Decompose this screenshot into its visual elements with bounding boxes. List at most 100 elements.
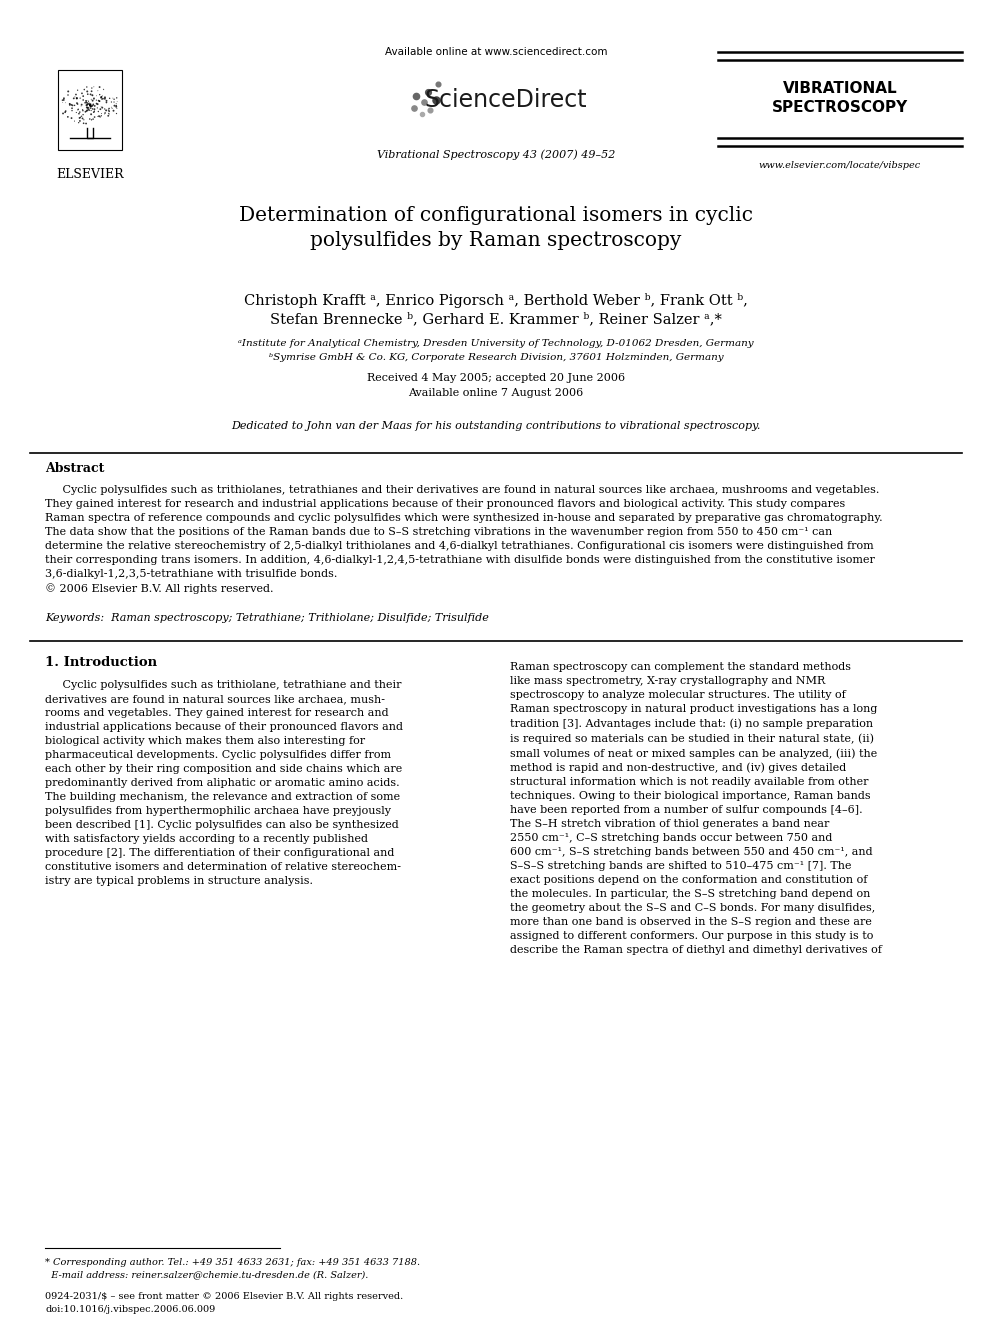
Point (91, 90, 107, 111)
Point (85, 95, 101, 116)
Text: Christoph Krafft ᵃ, Enrico Pigorsch ᵃ, Berthold Weber ᵇ, Frank Ott ᵇ,: Christoph Krafft ᵃ, Enrico Pigorsch ᵃ, B… (244, 292, 748, 307)
Point (80, 91, 96, 112)
Point (93, 86, 109, 107)
Point (84, 90, 100, 111)
Point (56, 103, 71, 124)
Point (80, 90, 96, 111)
Point (79, 94, 95, 115)
Point (108, 93, 124, 114)
Point (94, 89, 110, 110)
Text: Raman spectroscopy can complement the standard methods
like mass spectrometry, X: Raman spectroscopy can complement the st… (510, 662, 882, 955)
Point (60, 106, 75, 127)
Point (74, 83, 90, 105)
Point (75, 112, 91, 134)
Text: ᵇSymrise GmbH & Co. KG, Corporate Research Division, 37601 Holzminden, Germany: ᵇSymrise GmbH & Co. KG, Corporate Resear… (269, 353, 723, 363)
Point (92, 99, 108, 120)
Point (68, 87, 84, 108)
Point (72, 87, 88, 108)
Point (84, 85, 100, 106)
Point (62, 94, 77, 115)
Point (83, 103, 99, 124)
Point (108, 97, 124, 118)
Point (79, 99, 95, 120)
Point (94, 97, 110, 118)
Point (84, 98, 100, 119)
Text: ᵃInstitute for Analytical Chemistry, Dresden University of Technology, D-01062 D: ᵃInstitute for Analytical Chemistry, Dre… (238, 340, 754, 348)
Point (55, 90, 70, 111)
Point (84, 78, 100, 99)
Point (55, 91, 70, 112)
Point (86, 87, 102, 108)
Point (106, 95, 122, 116)
Point (73, 95, 89, 116)
Point (82, 94, 98, 115)
Point (83, 95, 99, 116)
Point (62, 95, 77, 116)
Point (81, 108, 97, 130)
Point (101, 98, 117, 119)
Point (97, 87, 113, 108)
Point (85, 108, 101, 130)
Point (82, 95, 98, 116)
Point (81, 99, 97, 120)
Point (96, 79, 112, 101)
Point (71, 103, 87, 124)
Point (82, 98, 98, 119)
Point (70, 99, 86, 120)
Point (89, 98, 105, 119)
Point (82, 94, 98, 115)
Point (88, 90, 104, 111)
Point (93, 87, 109, 108)
Point (61, 81, 76, 102)
Point (78, 94, 94, 115)
Point (86, 102, 102, 123)
Point (100, 99, 116, 120)
Point (68, 83, 84, 105)
Point (79, 97, 95, 118)
Point (78, 101, 94, 122)
Point (81, 94, 97, 115)
Point (109, 87, 125, 108)
Point (88, 85, 104, 106)
Point (90, 90, 106, 111)
Point (80, 97, 96, 118)
Point (79, 81, 95, 102)
Text: Determination of configurational isomers in cyclic
polysulfides by Raman spectro: Determination of configurational isomers… (239, 205, 753, 250)
Point (94, 85, 110, 106)
Point (92, 106, 108, 127)
Point (108, 103, 124, 124)
Point (69, 79, 85, 101)
Text: Abstract: Abstract (45, 463, 104, 475)
Point (63, 94, 79, 115)
Point (83, 89, 99, 110)
Point (68, 102, 84, 123)
Point (93, 105, 109, 126)
Point (102, 87, 118, 108)
Point (91, 77, 107, 98)
Point (80, 98, 96, 119)
Point (82, 95, 98, 116)
Point (68, 87, 84, 108)
Text: www.elsevier.com/locate/vibspec: www.elsevier.com/locate/vibspec (759, 160, 922, 169)
Point (82, 95, 98, 116)
Point (95, 78, 111, 99)
Point (101, 105, 117, 126)
Point (78, 112, 94, 134)
Text: * Corresponding author. Tel.: +49 351 4633 2631; fax: +49 351 4633 7188.
  E-mai: * Corresponding author. Tel.: +49 351 46… (45, 1258, 421, 1279)
Point (75, 90, 91, 111)
Point (66, 111, 82, 132)
Point (66, 95, 82, 116)
Text: Dedicated to John van der Maas for his outstanding contributions to vibrational : Dedicated to John van der Maas for his o… (231, 421, 761, 431)
Point (86, 99, 102, 120)
Text: Stefan Brennecke ᵇ, Gerhard E. Krammer ᵇ, Reiner Salzer ᵃ,*: Stefan Brennecke ᵇ, Gerhard E. Krammer ᵇ… (270, 312, 722, 325)
Point (80, 91, 96, 112)
Point (86, 101, 102, 122)
Point (90, 81, 106, 102)
Point (61, 85, 76, 106)
Point (82, 94, 98, 115)
Point (82, 95, 98, 116)
Point (75, 105, 91, 126)
Point (80, 99, 96, 120)
Point (68, 89, 84, 110)
Point (85, 95, 101, 116)
